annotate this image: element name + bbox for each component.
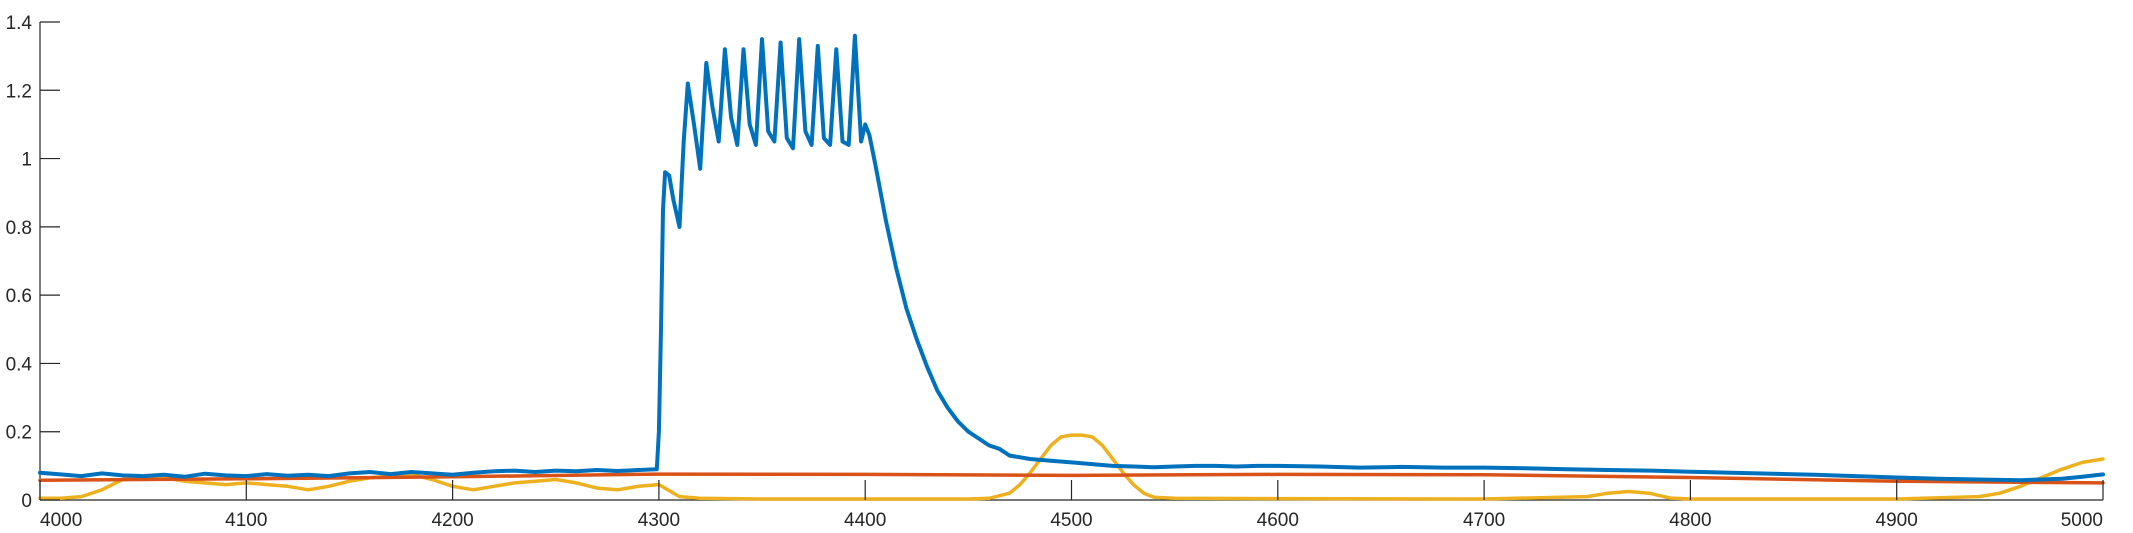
x-tick-label: 4700 [1463,510,1505,531]
x-tick-label: 4900 [1876,510,1918,531]
y-tick-label: 0.8 [6,218,32,239]
y-tick-label: 1.4 [6,13,33,34]
x-tick-label: 5000 [2061,510,2103,531]
x-tick-label: 4000 [40,510,82,531]
x-tick-label: 4600 [1257,510,1299,531]
y-tick-label: 1 [21,150,32,171]
x-tick-label: 4800 [1669,510,1711,531]
x-ticks: 4000 4100 4200 4300 4400 4500 4600 4700 4800 4900… [39,480,2104,531]
y-tick-label: 1.2 [6,81,32,102]
series-line-2 [38,472,2105,485]
x-tick-label: 4400 [844,510,886,531]
x-tick-label: 4500 [1050,510,1092,531]
x-tick-label: 4100 [225,510,267,531]
x-tick-label: 4200 [431,510,473,531]
x-tick-label: 4300 [638,510,680,531]
y-tick-label: 0.4 [6,354,33,375]
series-line-1 [38,33,2105,483]
y-ticks: 0 0.2 0.4 0.6 0.8 1 1.2 1.4 [6,13,60,512]
plot-series [38,33,2105,501]
y-tick-label: 0 [21,491,32,512]
y-tick-label: 0.2 [6,423,32,444]
y-tick-label: 0.6 [6,286,32,307]
